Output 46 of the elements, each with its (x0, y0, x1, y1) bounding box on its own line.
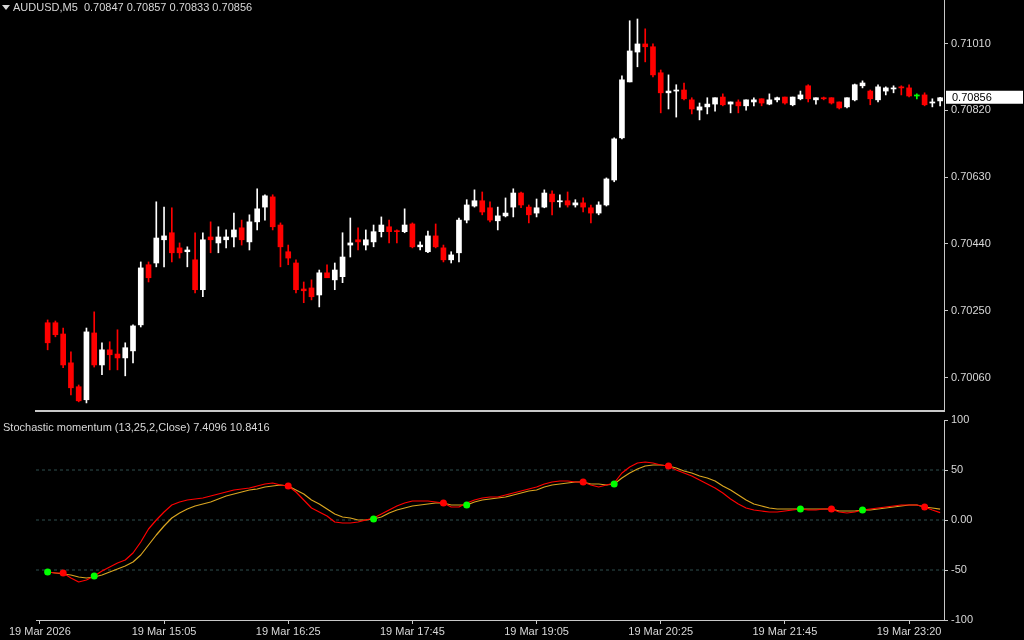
y-tick-label: 0.70250 (951, 303, 991, 316)
candlestick (394, 229, 400, 244)
point (90, 572, 98, 580)
point (59, 569, 67, 577)
y-tick-label: -50 (951, 563, 967, 576)
candlestick (642, 28, 649, 63)
x-tick-label: 19 Mar 19:05 (504, 624, 569, 637)
x-tick-label: 19 Mar 20:25 (628, 624, 694, 637)
candlestick (161, 206, 167, 268)
x-tick-label: 19 Mar 2026 (9, 624, 71, 637)
text: 0.70856 (952, 90, 992, 103)
y-tick-label: 0.70060 (951, 370, 991, 383)
x-tick-label: 19 Mar 15:05 (131, 624, 197, 637)
candlestick (494, 206, 501, 231)
point (44, 568, 52, 576)
point (921, 503, 929, 511)
point (827, 505, 835, 513)
x-tick-label: 19 Mar 21:45 (752, 624, 818, 637)
candlestick (355, 227, 361, 251)
point (370, 515, 378, 523)
y-tick-label: 100 (951, 413, 970, 426)
y-tick-label: 50 (951, 463, 964, 476)
candlestick (106, 341, 113, 371)
y-tick-label: 0.00 (951, 513, 973, 526)
point (796, 505, 804, 513)
point (665, 462, 672, 470)
point (579, 478, 587, 486)
chart-title: Stochastic momentum (13,25,2,Close) 7.4096 10.8416 (3, 420, 270, 433)
point (859, 506, 867, 514)
point (439, 499, 447, 507)
point (463, 501, 471, 509)
x-tick-label: 19 Mar 23:20 (876, 624, 942, 637)
x-tick-label: 19 Mar 17:45 (379, 624, 445, 637)
candlestick (231, 212, 237, 248)
candlestick (557, 194, 563, 208)
candlestick (704, 97, 711, 115)
y-tick-label: 0.70630 (951, 170, 991, 183)
x-tick-label: 19 Mar 16:25 (255, 624, 321, 637)
point (610, 480, 618, 488)
y-tick-label: -100 (951, 613, 974, 626)
candlestick (223, 229, 229, 249)
point (284, 482, 292, 490)
y-tick-label: 0.70440 (951, 237, 991, 250)
chart-title: AUDUSD,M5 0.70847 0.70857 0.70833 0.70856 (13, 0, 253, 13)
y-tick-label: 0.71010 (951, 36, 991, 49)
y-tick-label: 0.70820 (951, 103, 991, 116)
